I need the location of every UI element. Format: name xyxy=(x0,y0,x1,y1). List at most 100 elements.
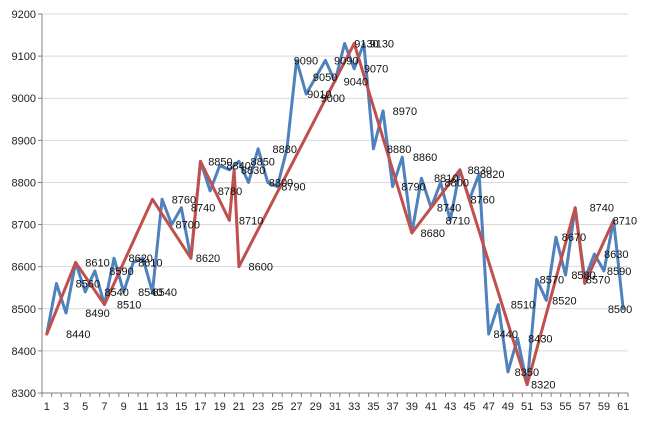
data-label: 8600 xyxy=(249,262,273,274)
x-tick-label: 43 xyxy=(444,401,456,413)
data-label: 8570 xyxy=(540,274,564,286)
data-label: 8860 xyxy=(413,152,437,164)
data-label: 8520 xyxy=(552,295,576,307)
data-label: 9070 xyxy=(364,64,388,76)
data-label: 8760 xyxy=(172,194,196,206)
y-tick-label: 8500 xyxy=(12,304,36,316)
data-label: 8540 xyxy=(138,287,162,299)
data-label: 8490 xyxy=(85,308,109,320)
data-label: 8580 xyxy=(571,270,595,282)
data-label: 8440 xyxy=(494,329,518,341)
x-tick-label: 59 xyxy=(598,401,610,413)
data-label: 8880 xyxy=(387,144,411,156)
x-tick-label: 27 xyxy=(290,401,302,413)
data-label: 8510 xyxy=(511,300,535,312)
y-tick-label: 9100 xyxy=(12,51,36,63)
data-label: 8880 xyxy=(273,144,297,156)
x-tick-label: 31 xyxy=(329,401,341,413)
x-tick-label: 49 xyxy=(502,401,514,413)
data-labels: 8440856084908610854085908510862086108540… xyxy=(66,38,637,391)
data-label: 9010 xyxy=(307,89,331,101)
data-label: 8540 xyxy=(104,287,128,299)
x-tick-label: 23 xyxy=(252,401,264,413)
y-tick-label: 8600 xyxy=(12,262,36,274)
x-tick-label: 3 xyxy=(63,401,69,413)
x-tick-label: 45 xyxy=(463,401,475,413)
y-tick-label: 8800 xyxy=(12,177,36,189)
data-label: 8350 xyxy=(515,367,539,379)
x-tick-label: 15 xyxy=(175,401,187,413)
data-label: 8570 xyxy=(586,274,610,286)
data-label: 8700 xyxy=(176,220,200,232)
data-label: 8970 xyxy=(393,106,417,118)
x-tick-label: 5 xyxy=(82,401,88,413)
data-label: 8760 xyxy=(470,194,494,206)
x-tick-label: 37 xyxy=(387,401,399,413)
x-tick-label: 35 xyxy=(367,401,379,413)
x-tick-label: 61 xyxy=(617,401,629,413)
y-tick-label: 8900 xyxy=(12,135,36,147)
data-label: 9040 xyxy=(344,76,368,88)
data-label: 8680 xyxy=(420,228,444,240)
data-label: 8780 xyxy=(218,186,242,198)
y-tick-label: 8700 xyxy=(12,220,36,232)
data-label: 9050 xyxy=(313,72,337,84)
data-label: 8430 xyxy=(528,333,552,345)
data-label: 8790 xyxy=(281,182,305,194)
data-label: 8670 xyxy=(562,232,586,244)
x-tick-label: 41 xyxy=(425,401,437,413)
data-label: 8710 xyxy=(613,215,637,227)
axes xyxy=(38,13,629,397)
x-tick-label: 1 xyxy=(44,401,50,413)
data-label: 8810 xyxy=(434,173,458,185)
y-tick-label: 8400 xyxy=(12,346,36,358)
data-label: 8440 xyxy=(66,329,90,341)
y-tick-label: 9200 xyxy=(12,9,36,21)
y-tick-label: 9000 xyxy=(12,93,36,105)
data-label: 8610 xyxy=(138,257,162,269)
x-tick-label: 39 xyxy=(406,401,418,413)
x-tick-label: 7 xyxy=(101,401,107,413)
data-label: 8850 xyxy=(208,156,232,168)
trend-series-line xyxy=(45,41,616,387)
data-label: 9130 xyxy=(370,38,394,50)
data-label: 8610 xyxy=(85,257,109,269)
data-label: 8800 xyxy=(269,177,293,189)
x-tick-label: 19 xyxy=(214,401,226,413)
y-axis-tick-labels: 8300 8400 8500 8600 8700 8800 8900 9000 9100 9200 xyxy=(12,9,36,400)
x-tick-label: 13 xyxy=(156,401,168,413)
x-axis-tick-labels: 1 3 5 7 9 11 13 15 17 19 21 23 25 27 29 31 33 35 37 39 41 43 4… xyxy=(44,401,630,413)
x-tick-label: 29 xyxy=(310,401,322,413)
data-label: 8320 xyxy=(531,380,555,392)
x-tick-label: 21 xyxy=(233,401,245,413)
x-tick-label: 25 xyxy=(271,401,283,413)
x-tick-label: 11 xyxy=(137,401,148,413)
data-label: 8800 xyxy=(445,177,469,189)
x-tick-label: 53 xyxy=(540,401,552,413)
data-label: 8590 xyxy=(607,266,631,278)
data-label: 8830 xyxy=(241,165,265,177)
data-label: 8740 xyxy=(437,203,461,215)
data-label: 8740 xyxy=(590,203,614,215)
data-label: 8560 xyxy=(76,279,100,291)
x-tick-label: 55 xyxy=(559,401,571,413)
x-tick-label: 33 xyxy=(348,401,360,413)
data-label: 8500 xyxy=(608,304,632,316)
x-tick-label: 47 xyxy=(483,401,495,413)
x-tick-label: 57 xyxy=(579,401,591,413)
data-label: 8620 xyxy=(128,253,152,265)
data-label: 8710 xyxy=(445,215,469,227)
data-label: 8710 xyxy=(239,215,263,227)
data-label: 8620 xyxy=(196,253,220,265)
data-label: 8820 xyxy=(480,169,504,181)
data-label: 8850 xyxy=(250,156,274,168)
data-label: 9090 xyxy=(334,55,358,67)
data-label: 9130 xyxy=(354,38,378,50)
data-label: 9090 xyxy=(294,55,318,67)
data-label: 8740 xyxy=(191,203,215,215)
data-label: 8830 xyxy=(468,165,492,177)
data-label: 9000 xyxy=(321,93,345,105)
y-tick-label: 8300 xyxy=(12,388,36,400)
data-label: 8630 xyxy=(604,249,628,261)
